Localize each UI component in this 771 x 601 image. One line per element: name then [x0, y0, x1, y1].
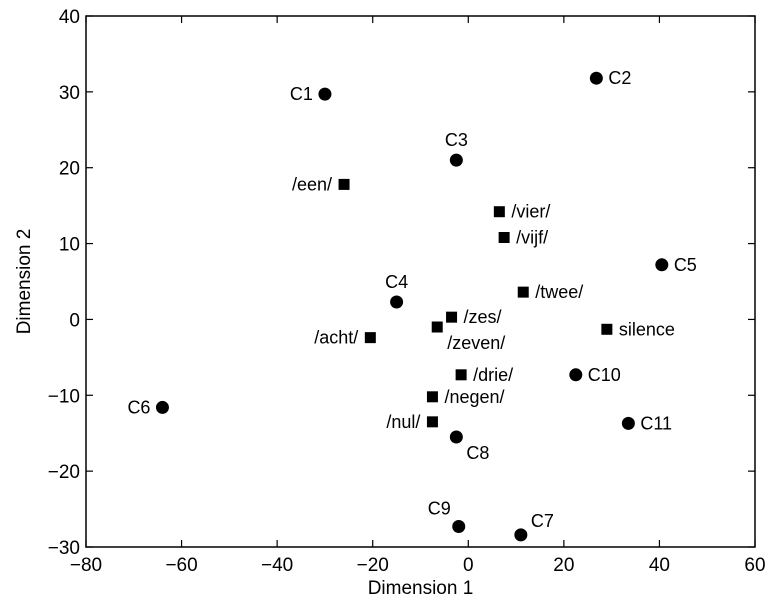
cluster-point-marker: [318, 87, 332, 101]
cluster-label: C10: [588, 365, 621, 385]
cluster-point-marker: [621, 416, 635, 430]
x-tick-label: 60: [744, 555, 765, 576]
cluster-label: C8: [466, 443, 489, 463]
word-point-marker: [601, 323, 613, 335]
cluster-label: C7: [531, 511, 554, 531]
word-point-marker: [426, 416, 438, 428]
cluster-point-marker: [569, 368, 583, 382]
x-tick-label: −20: [357, 555, 389, 576]
cluster-label: C1: [290, 84, 313, 104]
cluster-label: C3: [445, 130, 468, 150]
cluster-point-marker: [390, 295, 404, 309]
y-tick-label: 0: [69, 310, 80, 331]
word-label: /vier/: [511, 202, 550, 222]
x-tick-label: −40: [261, 555, 293, 576]
y-tick-label: 40: [59, 7, 80, 28]
word-label: /vijf/: [516, 228, 548, 248]
x-tick-label: 0: [463, 555, 474, 576]
cluster-label: C2: [608, 68, 631, 88]
cluster-point-marker: [514, 528, 528, 542]
ticks-layer: −80 −60 −40 −20 0 20 40 60 −30 −20 −10 0 10 20 30 40: [48, 7, 766, 576]
y-tick-label: 10: [59, 235, 80, 256]
word-label: /nul/: [386, 412, 420, 432]
cluster-label: C6: [127, 397, 150, 417]
word-label: /twee/: [535, 282, 583, 302]
y-tick-label: −30: [48, 538, 80, 559]
y-axis-label: Dimension 2: [14, 229, 35, 335]
cluster-point-marker: [449, 153, 463, 167]
word-point-marker: [338, 178, 350, 190]
cluster-point-marker: [449, 430, 463, 444]
word-label: /acht/: [314, 328, 358, 348]
word-point-marker: [455, 369, 467, 381]
word-point-marker: [364, 332, 376, 344]
cluster-label: C9: [428, 499, 451, 519]
y-tick-label: 20: [59, 159, 80, 180]
word-label: /negen/: [444, 387, 504, 407]
word-label: /een/: [292, 174, 332, 194]
word-point-marker: [431, 321, 443, 333]
word-label: silence: [619, 319, 675, 339]
x-tick-label: 40: [649, 555, 670, 576]
x-tick-label: −60: [165, 555, 197, 576]
cluster-label: C5: [674, 255, 697, 275]
y-tick-label: 30: [59, 83, 80, 104]
y-tick-label: −20: [48, 462, 80, 483]
word-point-marker: [498, 232, 510, 244]
x-tick-label: 20: [553, 555, 574, 576]
cluster-point-marker: [155, 400, 169, 414]
plot-frame: [85, 15, 756, 548]
x-tick-label: −80: [70, 555, 102, 576]
word-point-marker: [446, 311, 458, 323]
cluster-point-marker: [452, 520, 466, 534]
word-point-marker: [426, 391, 438, 403]
word-label: /zes/: [464, 307, 502, 327]
marks-layer: C1 C2 C3 C4 C5 C6 C7 C8 C9 C10 C11/een/ /vier/ /vijf…: [127, 68, 697, 542]
cluster-label: C4: [385, 272, 408, 292]
word-point-marker: [517, 286, 529, 298]
cluster-label: C11: [640, 413, 672, 433]
x-axis-label: Dimension 1: [368, 578, 474, 599]
word-point-marker: [493, 206, 505, 218]
word-label: /drie/: [473, 365, 513, 385]
y-tick-label: −10: [48, 386, 80, 407]
word-label: /zeven/: [447, 333, 505, 353]
cluster-point-marker: [655, 258, 669, 272]
cluster-point-marker: [589, 71, 603, 85]
